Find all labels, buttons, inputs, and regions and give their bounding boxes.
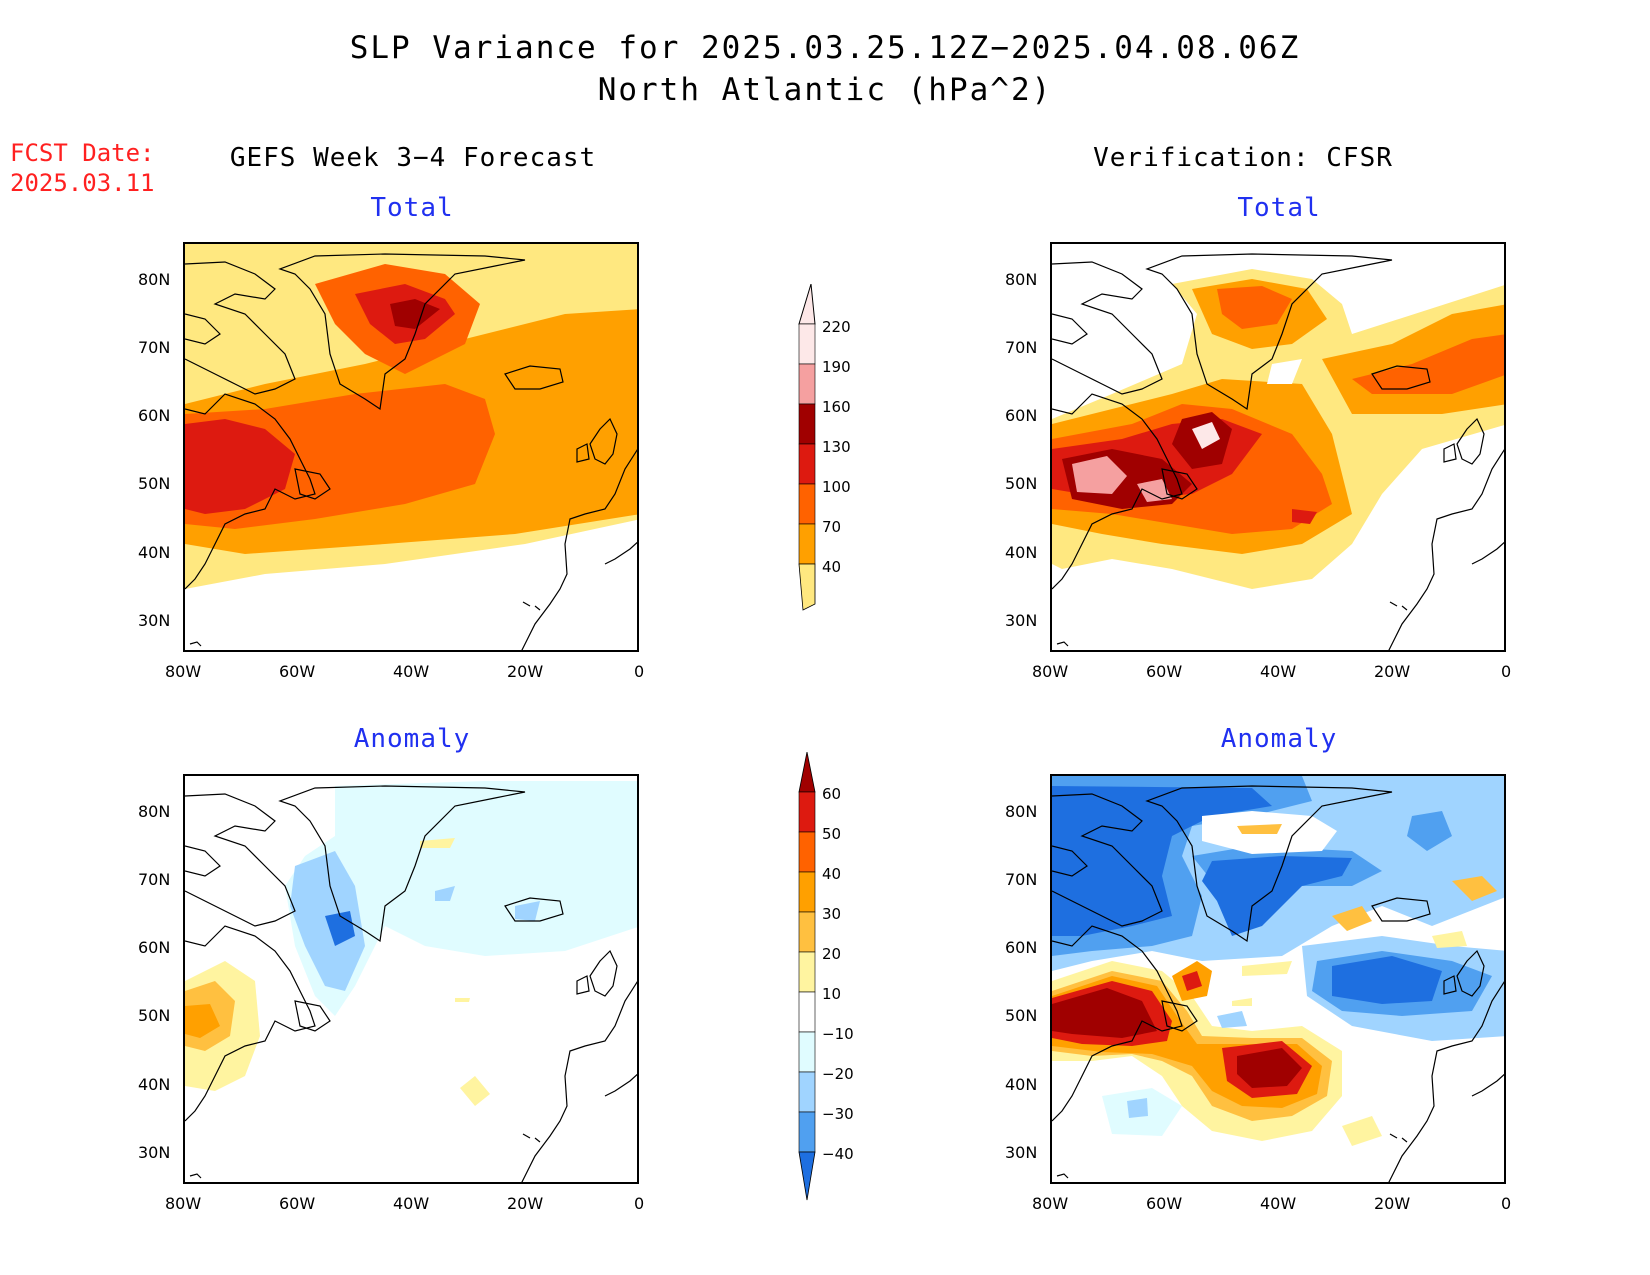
forecast-anomaly-map [183, 774, 639, 1184]
lat-tick-70n-p3: 70N [138, 870, 171, 889]
lon-tick-20w-p2: 20W [1374, 662, 1411, 681]
total-cb-label-160: 160 [822, 398, 851, 416]
lat-tick-80n-p2: 80N [1005, 270, 1038, 289]
lat-tick-40n-p1: 40N [138, 543, 171, 562]
lat-tick-70n-p4: 70N [1005, 870, 1038, 889]
right-column-title: Verification: CFSR [1093, 143, 1393, 173]
anomaly-cb-label-neg30: −30 [822, 1105, 854, 1123]
lat-tick-30n-p3: 30N [138, 1143, 171, 1162]
fcst-date-label: FCST Date: [10, 139, 155, 167]
verification-total-title: Total [1237, 193, 1321, 223]
lon-tick-40w-p3: 40W [393, 1194, 430, 1213]
total-cb-label-220: 220 [822, 318, 851, 336]
verification-anomaly-title: Anomaly [1220, 724, 1338, 754]
lon-tick-40w-p2: 40W [1260, 662, 1297, 681]
lat-tick-50n-p4: 50N [1005, 1006, 1038, 1025]
lon-tick-0-p4: 0 [1501, 1194, 1512, 1213]
anomaly-cb-label-20: 20 [822, 945, 842, 963]
lon-tick-80w-p2: 80W [1032, 662, 1069, 681]
anomaly-cb-label-neg10: −10 [822, 1025, 854, 1043]
lon-tick-60w-p4: 60W [1146, 1194, 1183, 1213]
verification-total-map [1050, 242, 1506, 652]
fcst-date-value: 2025.03.11 [10, 169, 155, 197]
lat-tick-60n-p3: 60N [138, 938, 171, 957]
anomaly-cb-label-60: 60 [822, 785, 842, 803]
anomaly-cb-label-10: 10 [822, 985, 842, 1003]
anomaly-cb-label-30: 30 [822, 905, 842, 923]
lat-tick-40n-p2: 40N [1005, 543, 1038, 562]
anomaly-colorbar [798, 752, 816, 1201]
lat-tick-60n-p2: 60N [1005, 406, 1038, 425]
lat-tick-70n-p1: 70N [138, 338, 171, 357]
main-title-line1: SLP Variance for 2025.03.25.12Z−2025.04.… [349, 30, 1301, 66]
lat-tick-80n-p3: 80N [138, 802, 171, 821]
lat-tick-40n-p4: 40N [1005, 1075, 1038, 1094]
anomaly-cb-label-neg20: −20 [822, 1065, 854, 1083]
forecast-total-map [183, 242, 639, 652]
lat-tick-50n-p1: 50N [138, 474, 171, 493]
total-cb-label-100: 100 [822, 478, 851, 496]
lat-tick-30n-p1: 30N [138, 611, 171, 630]
lat-tick-30n-p2: 30N [1005, 611, 1038, 630]
lon-tick-0-p2: 0 [1501, 662, 1512, 681]
lon-tick-20w-p3: 20W [507, 1194, 544, 1213]
lon-tick-40w-p1: 40W [393, 662, 430, 681]
lon-tick-0-p1: 0 [634, 662, 645, 681]
anomaly-cb-label-40: 40 [822, 865, 842, 883]
lat-tick-60n-p4: 60N [1005, 938, 1038, 957]
forecast-total-title: Total [370, 193, 454, 223]
lat-tick-80n-p1: 80N [138, 270, 171, 289]
lat-tick-80n-p4: 80N [1005, 802, 1038, 821]
verification-anomaly-map [1050, 774, 1506, 1184]
total-cb-label-40: 40 [822, 558, 842, 576]
total-cb-label-130: 130 [822, 438, 851, 456]
lat-tick-40n-p3: 40N [138, 1075, 171, 1094]
total-cb-label-70: 70 [822, 518, 842, 536]
lon-tick-80w-p4: 80W [1032, 1194, 1069, 1213]
anomaly-cb-label-50: 50 [822, 825, 842, 843]
lon-tick-60w-p3: 60W [279, 1194, 316, 1213]
main-title-line2: North Atlantic (hPa^2) [597, 72, 1053, 108]
total-cb-label-190: 190 [822, 358, 851, 376]
forecast-anomaly-title: Anomaly [353, 724, 471, 754]
lat-tick-50n-p3: 50N [138, 1006, 171, 1025]
lat-tick-50n-p2: 50N [1005, 474, 1038, 493]
lon-tick-40w-p4: 40W [1260, 1194, 1297, 1213]
left-column-title: GEFS Week 3−4 Forecast [229, 143, 597, 173]
lon-tick-20w-p1: 20W [507, 662, 544, 681]
lat-tick-30n-p4: 30N [1005, 1143, 1038, 1162]
lon-tick-60w-p1: 60W [279, 662, 316, 681]
total-colorbar [798, 284, 816, 611]
lon-tick-20w-p4: 20W [1374, 1194, 1411, 1213]
lat-tick-70n-p2: 70N [1005, 338, 1038, 357]
lon-tick-80w-p1: 80W [165, 662, 202, 681]
lon-tick-0-p3: 0 [634, 1194, 645, 1213]
lat-tick-60n-p1: 60N [138, 406, 171, 425]
lon-tick-80w-p3: 80W [165, 1194, 202, 1213]
anomaly-cb-label-neg40: −40 [822, 1145, 854, 1163]
lon-tick-60w-p2: 60W [1146, 662, 1183, 681]
